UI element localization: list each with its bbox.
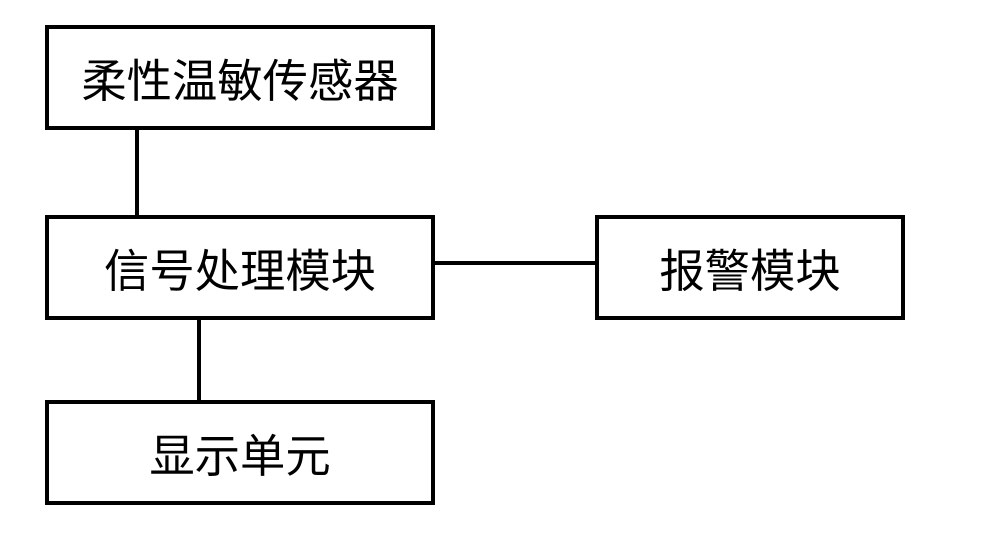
node-sensor: 柔性温敏传感器 [45,25,435,130]
diagram-canvas: 柔性温敏传感器 信号处理模块 报警模块 显示单元 [0,0,1000,544]
node-alarm: 报警模块 [595,215,905,320]
node-sensor-label: 柔性温敏传感器 [81,45,398,111]
node-proc: 信号处理模块 [45,215,435,320]
edge-proc-disp [197,320,201,400]
node-disp: 显示单元 [45,400,435,505]
edge-proc-alarm [435,261,595,265]
node-disp-label: 显示单元 [149,420,330,486]
node-proc-label: 信号处理模块 [104,235,376,301]
edge-sensor-proc [135,130,139,215]
node-alarm-label: 报警模块 [659,235,840,301]
